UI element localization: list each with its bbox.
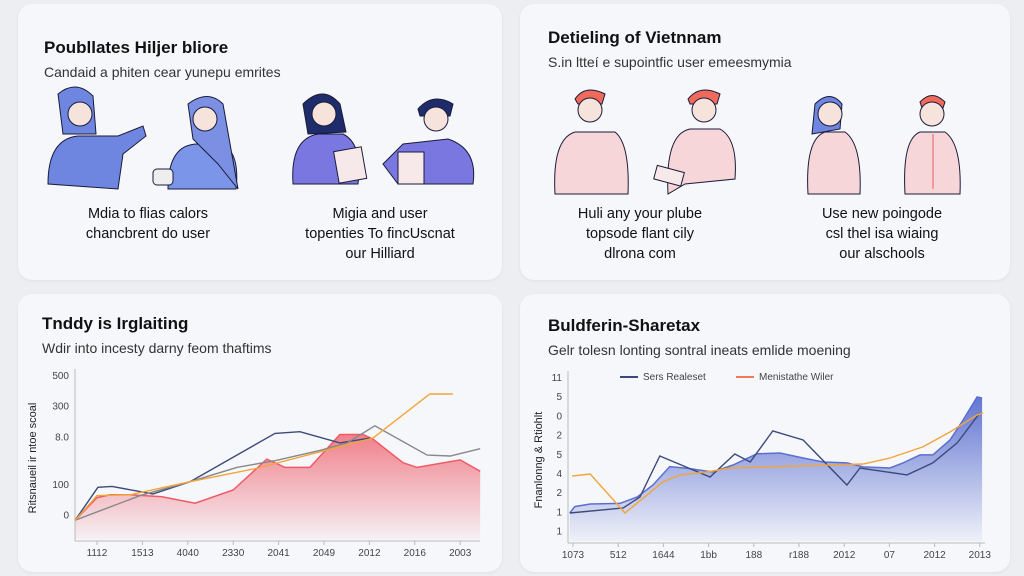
orange-line bbox=[74, 393, 453, 521]
y-tick-label: 0 bbox=[63, 511, 69, 522]
card-subtitle: Candaid a phiten cear yunepu emrites bbox=[44, 64, 281, 80]
card-title: Detieling of Vietnnam bbox=[548, 28, 722, 47]
y-tick-label: 2 bbox=[556, 488, 562, 499]
y-tick-label: 5 bbox=[556, 450, 562, 461]
navy-line bbox=[569, 412, 981, 514]
y-tick-label: 1 bbox=[556, 527, 562, 538]
caption-line: our alschools bbox=[839, 246, 925, 262]
chart-title: Tnddy is Irglaiting bbox=[42, 314, 189, 333]
y-tick-label: 500 bbox=[52, 371, 69, 382]
people-illustration bbox=[47, 86, 475, 190]
blue-area-fill bbox=[569, 397, 983, 541]
legend-label: Menistathe Wiler bbox=[759, 372, 834, 383]
caption-line: topenties To fincUscnat bbox=[305, 226, 455, 242]
gray-line bbox=[74, 424, 481, 521]
caption-line: our Hilliard bbox=[345, 246, 415, 262]
caption-line: Huli any your plube bbox=[577, 206, 703, 222]
x-tick-label: 1112 bbox=[87, 548, 108, 559]
x-tick-label: 2041 bbox=[267, 548, 290, 559]
x-tick-label: 07 bbox=[884, 550, 896, 561]
x-tick-label: 188 bbox=[745, 550, 762, 561]
x-tick-label: 2012 bbox=[923, 550, 946, 561]
person-icon bbox=[807, 96, 861, 195]
y-tick-label: 5 bbox=[556, 392, 562, 403]
caption-line: Migia and user bbox=[332, 206, 428, 222]
caption-line: dlrona com bbox=[604, 246, 676, 262]
x-tick-label: 2013 bbox=[969, 550, 992, 561]
caption-line: topsode flant cily bbox=[585, 226, 694, 242]
person-icon bbox=[47, 86, 147, 190]
x-tick-label: 2012 bbox=[358, 548, 381, 559]
x-tick-label: 2016 bbox=[404, 548, 427, 559]
x-tick-label: 2330 bbox=[222, 548, 245, 559]
card-illustrations-left: Poubllates Hiljer bliore Candaid a phite… bbox=[18, 4, 502, 280]
chart-subtitle: Wdir into incesty darny feom thaftims bbox=[42, 340, 272, 356]
y-tick-label: 1 bbox=[556, 507, 562, 518]
chart-card-left: Tnddy is Irglaiting Wdir into incesty da… bbox=[18, 294, 502, 572]
card-title: Poubllates Hiljer bliore bbox=[44, 38, 229, 57]
y-tick-label: 0 bbox=[556, 411, 562, 422]
card-illustrations-right: Detieling of Vietnnam S.in ltteí e supoi… bbox=[520, 4, 1010, 280]
caption-line: Use new poingode bbox=[821, 206, 943, 222]
x-tick-label: 2003 bbox=[449, 548, 472, 559]
x-tick-label: 1bb bbox=[700, 550, 717, 561]
x-tick-label: 1644 bbox=[652, 550, 675, 561]
chart-subtitle: Gelr tolesn lonting sontral ineats emlid… bbox=[548, 342, 851, 358]
x-tick-label: 2049 bbox=[313, 548, 336, 559]
card-subtitle: S.in ltteí e supointfic user emeesmymia bbox=[548, 54, 792, 70]
legend-label: Sers Realeset bbox=[643, 372, 706, 383]
line-area-chart: 500 300 8.0 100 0 1112 1513 4040 2330 2041 2049 201… bbox=[27, 369, 481, 559]
people-illustration bbox=[554, 89, 961, 195]
caption: Migia and user topenties To fincUscnat o… bbox=[280, 204, 480, 264]
red-area-fill bbox=[75, 434, 481, 539]
x-tick-label: 1513 bbox=[131, 548, 154, 559]
x-tick-label: 512 bbox=[610, 550, 627, 561]
person-icon bbox=[382, 98, 475, 185]
blue-area-edge bbox=[569, 396, 983, 514]
caption-line: Mdia to flias calors bbox=[87, 206, 209, 222]
y-tick-label: 4 bbox=[556, 469, 562, 480]
y-tick-label: 300 bbox=[52, 402, 69, 413]
person-icon bbox=[292, 93, 368, 185]
chart-title: Buldferin-Sharetax bbox=[548, 316, 701, 335]
person-icon bbox=[653, 89, 736, 195]
y-tick-label: 11 bbox=[552, 373, 563, 384]
y-tick-label: 100 bbox=[52, 480, 69, 491]
x-tick-label: 2012 bbox=[833, 550, 856, 561]
caption: Mdia to flias calors chancbrent do user bbox=[48, 204, 248, 244]
x-tick-label: 4040 bbox=[177, 548, 200, 559]
y-tick-label: 8.0 bbox=[55, 432, 69, 443]
person-icon bbox=[904, 95, 961, 195]
caption: Huli any your plube topsode flant cily d… bbox=[540, 204, 740, 264]
caption: Use new poingode csl thel isa wiaing our… bbox=[782, 204, 982, 264]
x-tick-label: r188 bbox=[789, 550, 809, 561]
y-axis-label: Ritsnaueil ir ntoe scoal bbox=[27, 403, 39, 514]
chart-card-right: Buldferin-Sharetax Gelr tolesn lonting s… bbox=[520, 294, 1010, 572]
person-icon bbox=[152, 96, 239, 190]
y-tick-label: 2 bbox=[556, 431, 562, 442]
y-axis-label: Fnanlonng & Rtiohlt bbox=[533, 412, 545, 509]
caption-line: chancbrent do user bbox=[85, 226, 211, 242]
orange-line bbox=[572, 412, 984, 514]
person-icon bbox=[554, 89, 629, 195]
caption-line: csl thel isa wiaing bbox=[825, 226, 939, 242]
x-tick-label: 1073 bbox=[562, 550, 585, 561]
